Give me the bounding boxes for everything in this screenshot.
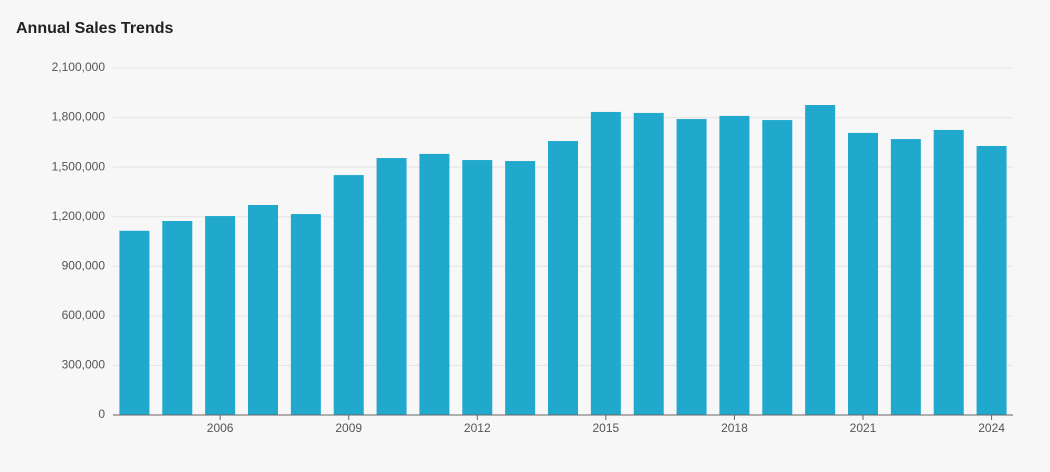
y-tick-label: 1,800,000 bbox=[52, 110, 106, 124]
bar bbox=[933, 129, 964, 415]
bar bbox=[333, 175, 364, 415]
chart-title: Annual Sales Trends bbox=[16, 20, 173, 37]
y-tick-label: 2,100,000 bbox=[52, 60, 106, 74]
y-tick-label: 600,000 bbox=[62, 308, 106, 322]
bar bbox=[419, 153, 450, 415]
x-tick-label: 2021 bbox=[850, 421, 877, 435]
y-tick-label: 900,000 bbox=[62, 258, 106, 272]
x-tick-label: 2009 bbox=[335, 421, 362, 435]
x-tick-label: 2012 bbox=[464, 421, 491, 435]
x-tick-label: 2006 bbox=[207, 421, 234, 435]
bar bbox=[290, 214, 321, 415]
bar bbox=[890, 139, 921, 416]
bar bbox=[848, 132, 878, 415]
bar bbox=[248, 204, 278, 415]
bar bbox=[976, 145, 1007, 416]
x-tick-label: 2015 bbox=[593, 421, 620, 435]
y-tick-label: 300,000 bbox=[62, 358, 106, 372]
bar bbox=[205, 216, 236, 415]
y-tick-label: 1,200,000 bbox=[52, 209, 106, 223]
x-tick-label: 2024 bbox=[978, 421, 1005, 435]
bar bbox=[762, 120, 793, 416]
bar bbox=[462, 160, 493, 415]
y-tick-label: 0 bbox=[98, 407, 105, 421]
bar bbox=[719, 115, 750, 416]
bar bbox=[805, 105, 836, 415]
x-tick-label: 2018 bbox=[721, 421, 748, 435]
y-tick-label: 1,500,000 bbox=[52, 159, 106, 173]
bar bbox=[162, 221, 193, 415]
bar bbox=[505, 161, 536, 415]
bar bbox=[119, 230, 150, 415]
bar bbox=[548, 141, 578, 416]
bar bbox=[633, 112, 664, 415]
bar bbox=[376, 158, 407, 416]
bar bbox=[590, 111, 621, 415]
bar bbox=[676, 119, 707, 416]
